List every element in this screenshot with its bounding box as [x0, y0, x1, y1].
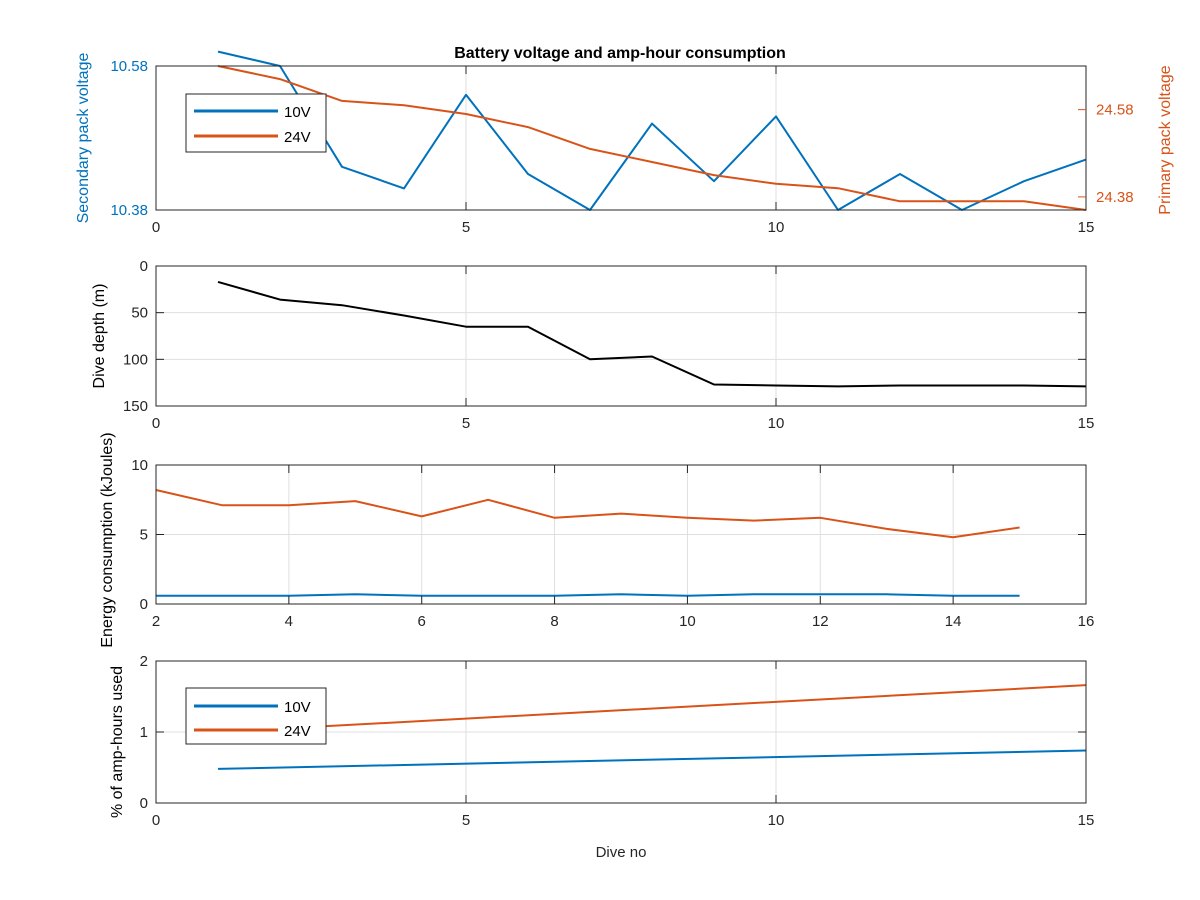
legend-amphours: 10V 24V: [185, 687, 327, 745]
series-layer-voltage: [217, 50, 1087, 211]
figure-title: Battery voltage and amp-hour consumption: [454, 45, 786, 62]
ylabel-energy: Energy consumption (kJoules): [99, 432, 116, 647]
ticks-voltage: 0 5 10 15 10.38 10.58 24.38 24.58: [110, 58, 1133, 236]
series-layer-depth: [217, 280, 1087, 388]
grid-voltage: [465, 66, 777, 210]
legend-label-24v: 24V: [284, 129, 311, 146]
subplot-voltage: 0 5 10 15 10.38 10.58 24.38 24.58 Secondary pac…: [75, 50, 1174, 236]
legend-label-24v: 24V: [284, 723, 311, 740]
x-tick-label: 15: [1078, 812, 1095, 829]
x-tick-label: 8: [550, 613, 558, 630]
series-layer-energy: [155, 489, 1020, 597]
x-tick-label: 0: [152, 415, 160, 432]
ylabel-depth: Dive depth (m): [91, 284, 108, 389]
x-tick-label: 2: [152, 613, 160, 630]
subplot-amphours: 0 5 10 15 0 1 2 % of amp-hours used 10V 24V: [109, 653, 1094, 829]
legend-label-10v: 10V: [284, 699, 311, 716]
x-axis-label: Dive no: [596, 844, 647, 861]
line-amphours-24v: [217, 684, 1087, 733]
y-tick-label: 50: [131, 305, 148, 322]
x-tick-label: 10: [768, 219, 785, 236]
ylabel-amphours: % of amp-hours used: [109, 666, 126, 818]
y-tick-label: 0: [140, 258, 148, 275]
x-tick-label: 14: [945, 613, 962, 630]
legend-box-voltage: [185, 93, 327, 153]
y-tick-label: 150: [123, 398, 148, 415]
series-layer-amphours: [217, 684, 1087, 770]
x-tick-label: 5: [462, 415, 470, 432]
x-tick-label: 0: [152, 219, 160, 236]
x-tick-label: 5: [462, 812, 470, 829]
axes-box-voltage: [155, 65, 1087, 211]
plot-area-depth: [156, 266, 1086, 406]
y-tick-label: 10: [131, 457, 148, 474]
x-tick-label: 16: [1078, 613, 1095, 630]
line-depth-series-1: [217, 280, 1087, 388]
x-tick-label: 12: [812, 613, 829, 630]
x-tick-label: 4: [285, 613, 293, 630]
x-tick-label: 10: [768, 812, 785, 829]
x-tick-label: 5: [462, 219, 470, 236]
x-tick-label: 0: [152, 812, 160, 829]
y-tick-label: 0: [140, 596, 148, 613]
legend-label-10v: 10V: [284, 104, 311, 121]
line-voltage-10v: [217, 50, 1087, 211]
ticks-energy: 2 4 6 8 10 12 14 16 0 5 10: [131, 457, 1094, 630]
x-tick-label: 6: [418, 613, 426, 630]
x-tick-label: 10: [679, 613, 696, 630]
legend-voltage: 10V 24V: [185, 93, 327, 153]
y-right-tick-label: 24.58: [1096, 102, 1134, 119]
grid-depth: [156, 266, 1086, 406]
line-energy-series-1: [155, 489, 1020, 539]
x-tick-label: 10: [768, 415, 785, 432]
y-tick-label: 1: [140, 724, 148, 741]
x-tick-label: 15: [1078, 415, 1095, 432]
axes-box-depth: [155, 265, 1087, 407]
legend-box-amphours: [185, 687, 327, 745]
y-tick-label: 100: [123, 351, 148, 368]
ylabel-voltage-left: Secondary pack voltage: [75, 53, 92, 224]
subplot-energy: 2 4 6 8 10 12 14 16 0 5 10 Energy consumption (kJo…: [99, 432, 1094, 647]
line-amphours-10v: [217, 749, 1087, 770]
line-voltage-24v: [217, 65, 1087, 211]
y-right-tick-label: 24.38: [1096, 189, 1134, 206]
y-tick-label: 0: [140, 795, 148, 812]
ylabel-voltage-right: Primary pack voltage: [1157, 65, 1174, 214]
y-tick-label: 10.58: [110, 58, 148, 75]
line-energy-series-2: [156, 593, 1020, 597]
x-tick-label: 15: [1078, 219, 1095, 236]
y-tick-label: 2: [140, 653, 148, 670]
y-tick-label: 10.38: [110, 202, 148, 219]
y-tick-label: 5: [140, 527, 148, 544]
ticks-amphours: 0 5 10 15 0 1 2: [140, 653, 1095, 829]
